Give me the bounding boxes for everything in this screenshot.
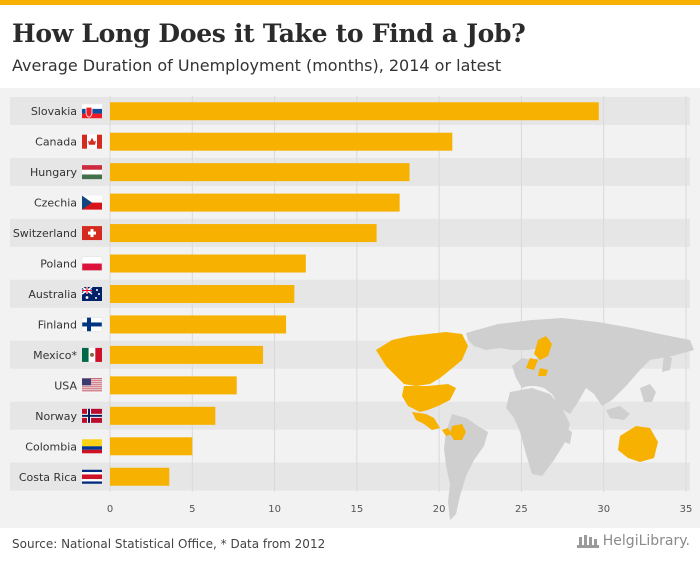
x-tick-label: 15 — [350, 504, 363, 515]
flags — [81, 104, 103, 484]
category-label: Colombia — [25, 440, 77, 453]
poland-flag-icon — [81, 256, 103, 271]
category-label: Switzerland — [13, 227, 77, 240]
bar — [110, 315, 287, 334]
category-label: Costa Rica — [19, 471, 77, 484]
czechia-flag-icon — [82, 195, 102, 210]
category-label: USA — [54, 379, 77, 392]
library-columns-icon — [576, 535, 599, 548]
mexico-flag-icon — [82, 347, 102, 362]
bar — [110, 284, 295, 303]
bar — [110, 406, 216, 425]
usa-flag-icon — [82, 378, 102, 393]
category-label: Czechia — [34, 197, 77, 210]
category-label: Poland — [40, 258, 77, 271]
x-tick-label: 10 — [268, 504, 281, 515]
category-label: Norway — [35, 410, 77, 423]
chart-title: How Long Does it Take to Find a Job? — [12, 19, 526, 48]
x-tick-label: 5 — [189, 504, 195, 515]
category-labels: Slovakia Canada Hungary Czechia Switzerland P… — [13, 105, 78, 484]
bar-chart: Slovakia Canada Hungary Czechia Switzerland P… — [10, 96, 694, 520]
x-tick-label: 25 — [515, 504, 528, 515]
x-tick-labels: 0 5 10 15 20 25 30 35 — [107, 504, 693, 515]
costa-rica-flag-icon — [82, 469, 102, 484]
bar — [110, 193, 400, 212]
brand-name: HelgiLibrary. — [602, 533, 690, 549]
category-label: Finland — [38, 318, 77, 331]
category-label: Mexico* — [33, 349, 77, 362]
slovakia-flag-icon — [82, 104, 102, 119]
australia-flag-icon — [81, 286, 102, 301]
norway-flag-icon — [82, 408, 102, 423]
world-map — [376, 318, 694, 520]
bar — [110, 102, 599, 121]
bar — [110, 345, 264, 364]
category-label: Slovakia — [31, 105, 77, 118]
x-tick-label: 0 — [107, 504, 113, 515]
bar — [110, 132, 453, 151]
bar — [110, 254, 306, 273]
bars — [110, 102, 599, 486]
colombia-flag-icon — [82, 439, 102, 454]
x-tick-label: 20 — [433, 504, 446, 515]
source-note: Source: National Statistical Office, * D… — [12, 537, 326, 551]
finland-flag-icon — [81, 317, 103, 332]
x-tick-label: 35 — [680, 504, 693, 515]
bar — [110, 467, 170, 486]
brand-logo: HelgiLibrary. — [576, 533, 690, 549]
x-tick-label: 30 — [597, 504, 610, 515]
category-label: Australia — [28, 288, 77, 301]
chart-header: How Long Does it Take to Find a Job? Ave… — [0, 5, 700, 85]
bar — [110, 163, 410, 182]
category-label: Canada — [35, 136, 77, 149]
hungary-flag-icon — [82, 165, 102, 180]
bar — [110, 437, 193, 456]
switzerland-flag-icon — [82, 226, 102, 241]
bar — [110, 376, 237, 395]
category-label: Hungary — [30, 166, 77, 179]
canada-flag-icon — [82, 134, 102, 149]
bar — [110, 224, 377, 243]
chart-subtitle: Average Duration of Unemployment (months… — [12, 56, 502, 75]
top-accent-bar — [0, 0, 700, 5]
